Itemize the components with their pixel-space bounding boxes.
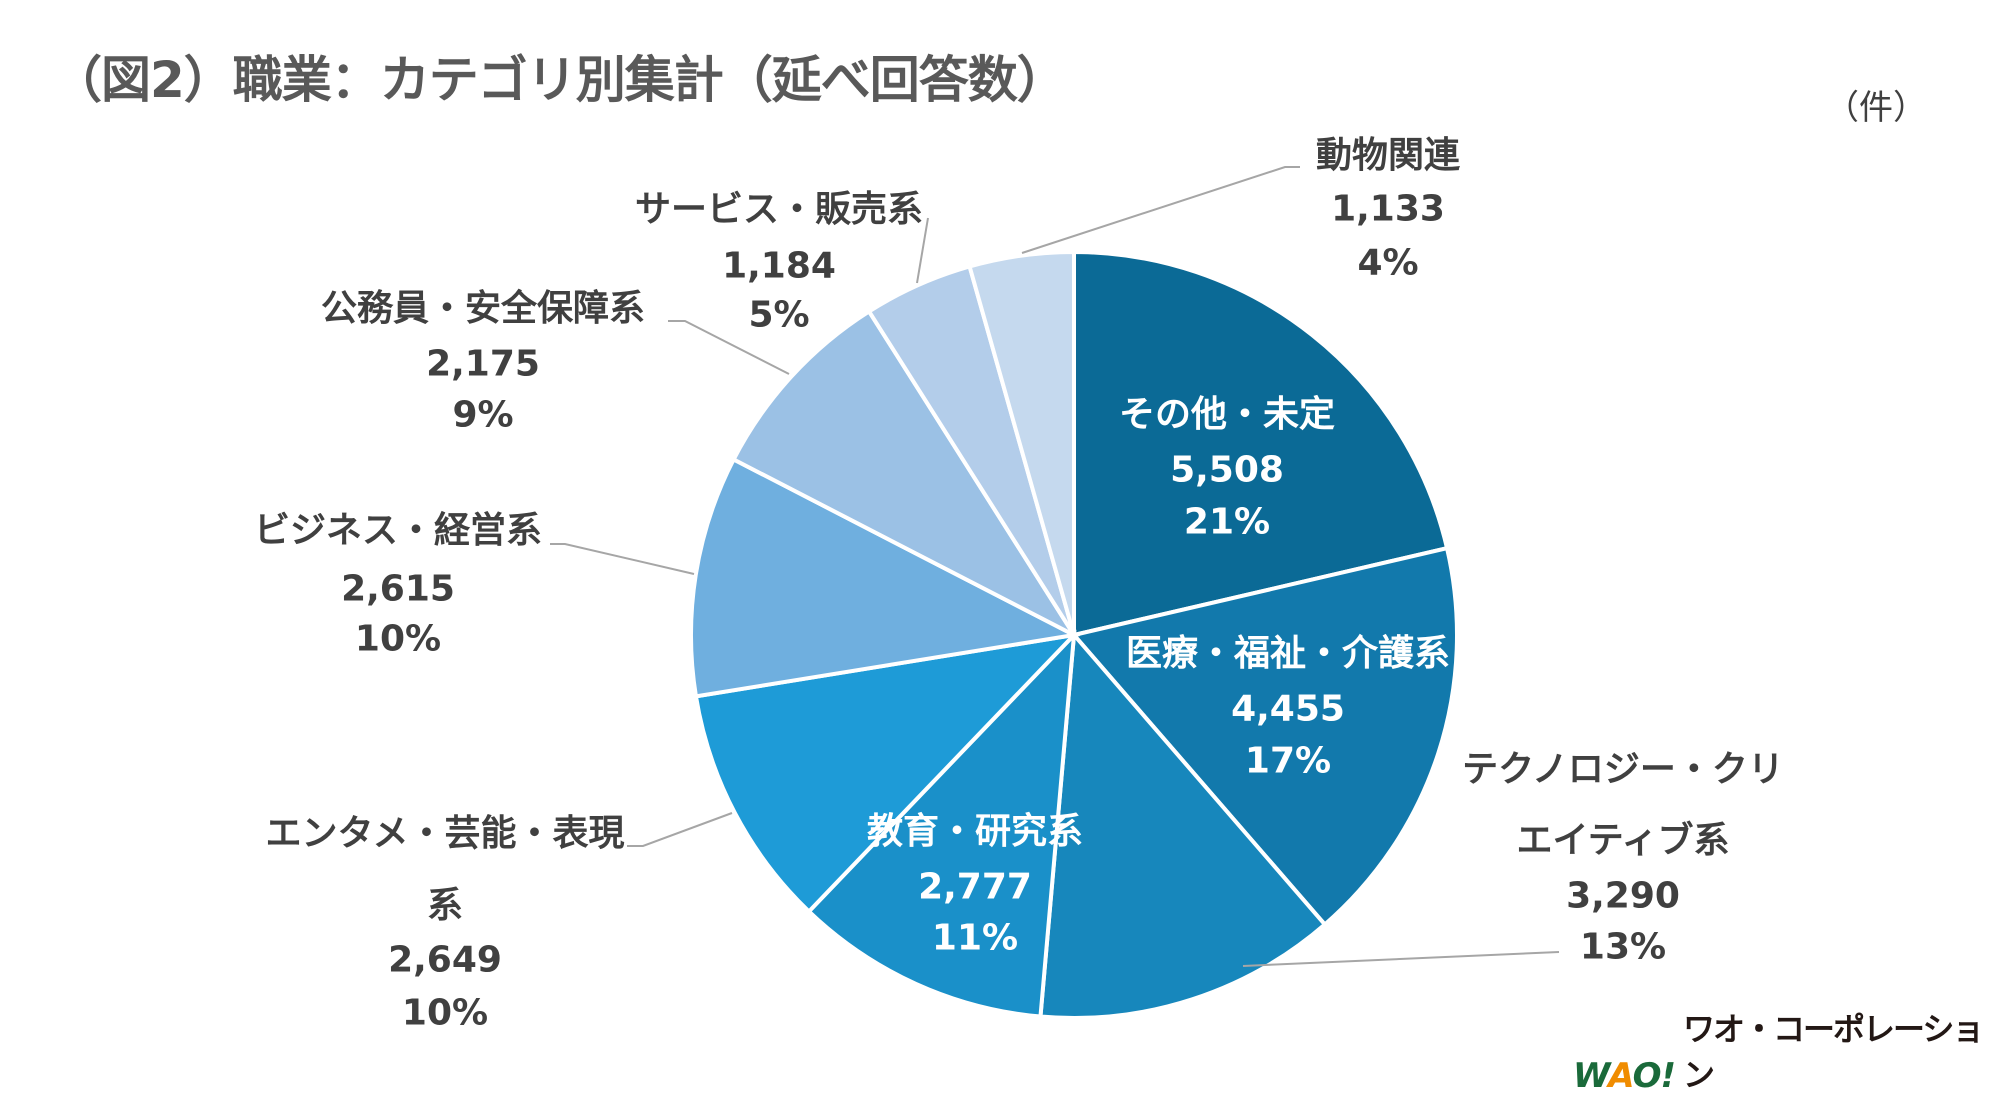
percent-service: 5% [748, 294, 810, 336]
value-animal: 1,133 [1331, 188, 1445, 230]
label-public: 公務員・安全保障系 [320, 288, 646, 329]
label-technology-line1: テクノロジー・クリ [1462, 749, 1784, 790]
percent-education: 11% [931, 917, 1019, 959]
pie-slice-6 [730, 308, 1080, 641]
pie-slice-5 [689, 456, 1081, 699]
label-technology-line2: エイティブ系 [1516, 820, 1730, 861]
value-other: 5,508 [1170, 449, 1284, 491]
percent-technology: 13% [1579, 926, 1667, 968]
percent-animal: 4% [1357, 242, 1419, 284]
label-entertainment-line1: エンタメ・芸能・表現 [265, 813, 625, 854]
percent-entertainment: 10% [401, 992, 489, 1034]
value-education: 2,777 [918, 866, 1032, 908]
value-entertainment: 2,649 [388, 939, 502, 981]
label-animal: 動物関連 [1315, 135, 1461, 176]
leader-line-business [550, 543, 695, 575]
pie-slice-0 [1072, 249, 1450, 638]
value-service: 1,184 [722, 245, 836, 287]
pie-slice-2 [1038, 630, 1328, 1020]
pie-slice-4 [693, 632, 1080, 915]
unit-label: （件） [1825, 88, 1927, 128]
leader-line-entertainment [627, 812, 733, 847]
logo-mark: WAO! [1573, 1056, 1676, 1096]
label-other: その他・未定 [1118, 394, 1336, 435]
logo-text: ワオ・コーポレーション [1683, 1010, 1984, 1094]
chart-title: （図2）職業：カテゴリ別集計（延べ回答数） [52, 51, 1067, 109]
percent-business: 10% [354, 618, 442, 660]
pie-slice-1 [1070, 545, 1459, 928]
value-business: 2,615 [341, 568, 455, 610]
pie-slice-8 [967, 249, 1076, 636]
value-technology: 3,290 [1566, 875, 1680, 917]
leader-line-service [916, 217, 929, 284]
label-service: サービス・販売系 [634, 189, 924, 230]
pie-slice-3 [806, 629, 1077, 1019]
label-medical: 医療・福祉・介護系 [1125, 633, 1451, 674]
value-medical: 4,455 [1231, 688, 1345, 730]
leader-line-animal [1021, 166, 1300, 254]
label-entertainment-line2: 系 [426, 885, 464, 926]
leader-line-technology [1242, 951, 1560, 967]
leader-line-public [668, 320, 790, 375]
company-logo: WAO! ワオ・コーポレーション [1573, 1004, 2000, 1096]
value-public: 2,175 [426, 343, 540, 385]
label-education: 教育・研究系 [866, 811, 1084, 852]
percent-medical: 17% [1244, 740, 1332, 782]
percent-other: 21% [1183, 501, 1271, 543]
label-business: ビジネス・経営系 [253, 510, 543, 551]
percent-public: 9% [452, 394, 514, 436]
